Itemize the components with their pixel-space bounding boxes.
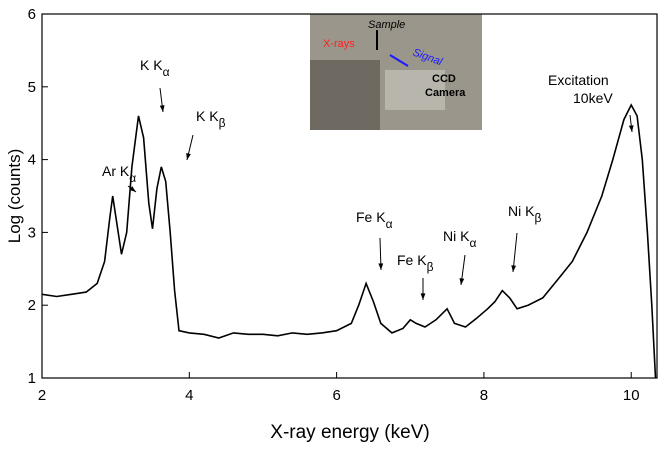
inset-text: Camera (425, 87, 466, 99)
annotation-arrowhead (186, 153, 191, 160)
x-tick-label: 6 (332, 387, 340, 404)
inset-photo: X-rays Sample Signal CCD Camera (310, 14, 482, 130)
spectrum-line (41, 103, 657, 379)
annotation-subscript: β (427, 260, 434, 274)
annotation: K Kβ (196, 108, 226, 130)
y-tick-label: 1 (28, 370, 36, 387)
annotation: Ar Kα (102, 163, 136, 185)
annotation-text: Ni K (508, 203, 535, 219)
annotation: Fe Kα (356, 209, 393, 231)
annotation-subscript: α (129, 171, 136, 185)
y-tick-label: 4 (28, 152, 36, 169)
annotation-subscript: β (534, 211, 541, 225)
inset-signal-arrow (389, 54, 409, 67)
annotation-text: Fe K (397, 252, 427, 268)
annotation: Fe Kβ (397, 252, 434, 274)
y-axis-label: Log (counts) (5, 149, 24, 244)
annotation-text: Ni K (443, 228, 470, 244)
y-tick-label: 2 (28, 297, 36, 314)
annotation-text: K K (140, 57, 163, 73)
annotation-subscript: α (163, 65, 170, 79)
x-tick-label: 4 (185, 387, 193, 404)
inset-equipment (385, 70, 445, 110)
annotation-arrowhead (129, 186, 136, 192)
annotation-arrowhead (159, 105, 165, 112)
annotation-arrowhead (420, 293, 426, 300)
inset-text: CCD (432, 73, 456, 85)
y-tick-label: 5 (28, 79, 36, 96)
inset-text: X-rays (323, 38, 355, 50)
annotation-arrowhead (628, 125, 634, 132)
inset-equipment (310, 60, 380, 130)
annotation: Ni Kα (443, 228, 476, 250)
annotation-subscript: α (386, 217, 393, 231)
inset-text: Sample (368, 19, 405, 31)
annotation-arrowhead (511, 265, 517, 272)
annotation: Excitation (548, 72, 609, 88)
annotation-subscript: α (469, 236, 476, 250)
y-tick-label: 6 (28, 6, 36, 23)
x-tick-label: 8 (480, 387, 488, 404)
annotation: Ni Kβ (508, 203, 541, 225)
annotation-text: K K (196, 108, 219, 124)
annotation-text: Fe K (356, 209, 386, 225)
plot-frame (41, 13, 658, 379)
annotation-arrowhead (378, 263, 384, 270)
annotation: K Kα (140, 57, 170, 79)
annotation-arrowhead (459, 278, 465, 285)
x-axis-label: X-ray energy (keV) (270, 422, 429, 443)
annotation: 10keV (573, 90, 613, 106)
x-tick-label: 2 (38, 387, 46, 404)
annotation-subscript: β (219, 116, 226, 130)
annotation-text: Ar K (102, 163, 130, 179)
x-tick-label: 10 (623, 387, 640, 404)
y-tick-label: 3 (28, 224, 36, 241)
